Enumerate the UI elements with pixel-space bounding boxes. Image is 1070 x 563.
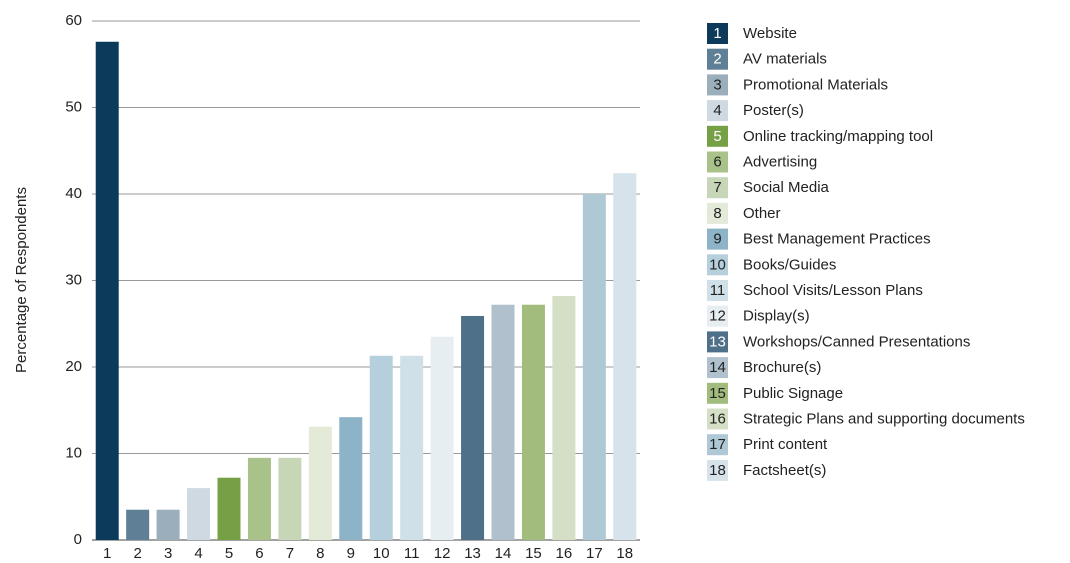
legend-number: 11 <box>710 282 726 299</box>
legend-number: 7 <box>713 179 721 196</box>
legend-label: Brochure(s) <box>743 359 821 376</box>
legend-swatch <box>707 331 728 353</box>
legend-number: 13 <box>709 333 726 350</box>
y-tick-label: 60 <box>65 12 82 29</box>
legend-label: Books/Guides <box>743 256 836 273</box>
legend-label: Best Management Practices <box>743 231 931 248</box>
bar <box>156 509 180 540</box>
x-tick-label: 5 <box>225 545 233 562</box>
bar <box>613 173 637 541</box>
bar <box>339 417 363 540</box>
legend-swatch <box>707 305 728 327</box>
bar <box>491 304 515 540</box>
legend-number: 6 <box>713 153 721 170</box>
x-tick-label: 2 <box>133 545 141 562</box>
x-tick-label: 12 <box>434 545 451 562</box>
legend-number: 17 <box>709 436 726 453</box>
bar <box>308 426 332 540</box>
bar <box>95 41 119 540</box>
x-tick-label: 4 <box>194 545 202 562</box>
bar <box>247 457 271 540</box>
x-tick-label: 11 <box>404 545 420 562</box>
legend-swatch <box>707 177 728 199</box>
legend-label: Strategic Plans and supporting documents <box>743 410 1025 427</box>
legend-label: Display(s) <box>743 308 810 325</box>
legend-swatch <box>707 48 728 70</box>
legend-label: Online tracking/mapping tool <box>743 128 933 145</box>
legend-label: School Visits/Lesson Plans <box>743 282 923 299</box>
legend-swatch <box>707 280 728 301</box>
y-tick-label: 20 <box>65 358 82 375</box>
legend-label: Website <box>743 25 797 42</box>
legend-label: Promotional Materials <box>743 76 888 93</box>
legend-swatch <box>707 23 728 44</box>
bar <box>582 194 606 540</box>
legend-label: Public Signage <box>743 385 843 402</box>
bar <box>521 304 545 540</box>
bar <box>278 457 302 540</box>
legend-swatch <box>707 408 728 430</box>
x-tick-label: 17 <box>586 545 603 562</box>
x-tick-label: 13 <box>464 545 481 562</box>
legend-swatch <box>707 202 728 224</box>
legend-swatch <box>707 228 728 250</box>
legend-swatch <box>707 254 728 276</box>
legend-number: 15 <box>709 385 726 402</box>
x-tick-label: 16 <box>556 545 573 562</box>
x-tick-label: 1 <box>103 545 111 562</box>
legend-number: 12 <box>709 308 726 325</box>
bar <box>552 296 576 540</box>
x-tick-label: 6 <box>255 545 263 562</box>
legend-label: Poster(s) <box>743 102 804 119</box>
legend-number: 4 <box>713 102 721 119</box>
legend-number: 5 <box>713 128 721 145</box>
bar <box>126 509 150 540</box>
legend-number: 10 <box>709 256 726 273</box>
y-tick-label: 30 <box>65 271 82 288</box>
y-tick-label: 0 <box>74 531 82 548</box>
bar <box>461 315 485 540</box>
legend-number: 16 <box>709 410 726 427</box>
legend-label: Social Media <box>743 179 830 196</box>
x-tick-label: 15 <box>525 545 542 562</box>
bar <box>369 355 393 540</box>
legend-number: 9 <box>713 231 721 248</box>
bar <box>430 336 454 540</box>
legend-swatch <box>707 74 728 96</box>
legend-swatch <box>707 357 728 379</box>
bar <box>217 477 241 540</box>
legend-swatch <box>707 382 728 404</box>
legend-number: 14 <box>709 359 726 376</box>
legend-label: Workshops/Canned Presentations <box>743 333 970 350</box>
legend-number: 18 <box>709 462 726 479</box>
x-tick-label: 14 <box>495 545 512 562</box>
legend-label: Other <box>743 205 781 222</box>
legend-label: AV materials <box>743 51 827 68</box>
legend-number: 2 <box>713 51 721 68</box>
y-tick-label: 50 <box>65 98 82 115</box>
legend-swatch <box>707 459 728 481</box>
legend-swatch <box>707 151 728 173</box>
bar <box>400 355 424 540</box>
x-tick-label: 10 <box>373 545 390 562</box>
y-axis-label: Percentage of Respondents <box>13 187 30 373</box>
legend-label: Print content <box>743 436 828 453</box>
legend-label: Factsheet(s) <box>743 462 826 479</box>
legend-swatch <box>707 434 728 456</box>
x-tick-label: 9 <box>347 545 355 562</box>
legend-number: 8 <box>713 205 721 222</box>
y-tick-label: 10 <box>65 444 82 461</box>
y-tick-label: 40 <box>65 185 82 202</box>
bar <box>187 488 211 540</box>
x-tick-label: 3 <box>164 545 172 562</box>
x-tick-label: 18 <box>616 545 633 562</box>
legend-label: Advertising <box>743 153 817 170</box>
legend-number: 1 <box>713 25 721 42</box>
legend-swatch <box>707 100 728 122</box>
legend-swatch <box>707 125 728 147</box>
x-tick-label: 8 <box>316 545 324 562</box>
legend-number: 3 <box>713 76 721 93</box>
x-tick-label: 7 <box>286 545 294 562</box>
